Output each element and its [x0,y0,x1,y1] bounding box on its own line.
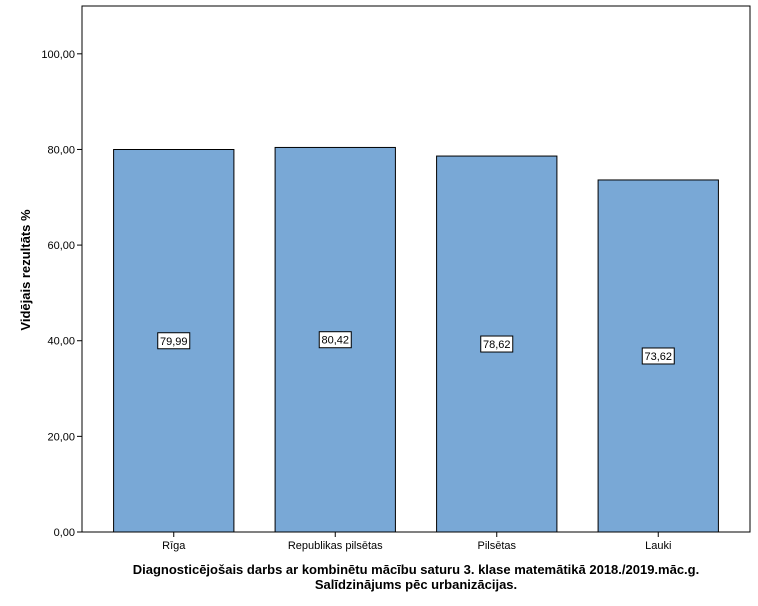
x-axis-title-line1: Diagnosticējošais darbs ar kombinētu māc… [133,562,699,577]
x-axis: Rīga Republikas pilsētas Pilsētas Lauki [162,532,671,552]
data-label-box [480,335,514,353]
x-tick-label: Pilsētas [477,540,516,552]
y-axis-title: Vidējais rezultāts % [18,209,33,331]
x-tick-label: Rīga [162,540,186,552]
data-label-box [157,332,191,350]
data-label: 78,62 [483,339,511,351]
y-tick-label: 60,00 [47,240,75,252]
y-tick-label: 100,00 [41,49,75,61]
bar-series: 79,99 80,42 78,62 73,62 [113,146,719,533]
data-label: 80,42 [321,335,349,347]
y-tick-label: 80,00 [47,144,75,156]
y-tick-label: 40,00 [47,336,75,348]
data-label-box [318,331,352,349]
x-tick-label: Republikas pilsētas [288,540,383,552]
x-axis-title-line2: Salīdzinājums pēc urbanizācijas. [315,577,517,592]
x-tick-label: Lauki [645,540,671,552]
y-axis: 0,00 20,00 40,00 60,00 80,00 100,00 [41,49,82,539]
data-label-box [641,347,675,365]
y-tick-label: 20,00 [47,431,75,443]
data-label: 73,62 [644,351,672,363]
y-tick-label: 0,00 [54,527,75,539]
data-label: 79,99 [160,336,188,348]
